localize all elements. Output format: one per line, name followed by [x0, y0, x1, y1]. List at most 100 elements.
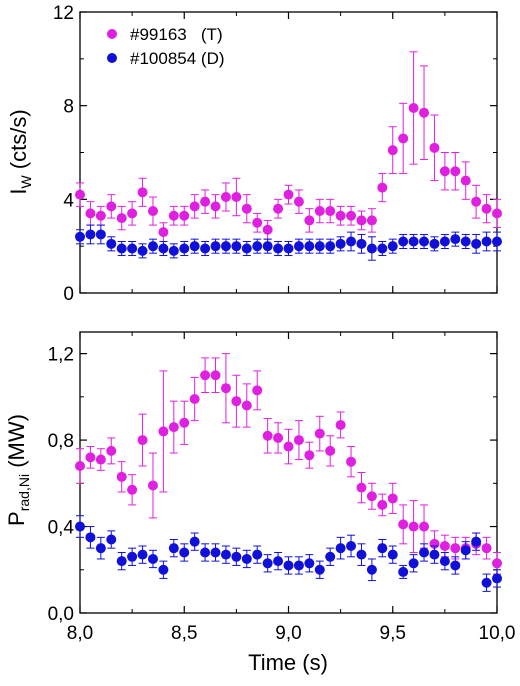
series-99163-point	[335, 419, 346, 430]
series-99163-point	[147, 206, 158, 217]
series-100854-point	[387, 241, 398, 252]
series-100854-point	[106, 534, 117, 545]
y-axis-label-bottom: Prad,Ni (MW)	[4, 414, 32, 526]
series-99163-point	[439, 540, 450, 551]
series-99163-point	[147, 480, 158, 491]
x-tick-label: 10,0	[479, 623, 516, 644]
y-tick-label: 1,2	[48, 345, 74, 366]
series-99163-point	[158, 227, 169, 238]
series-100854-point	[200, 243, 211, 254]
series-99163-point	[471, 196, 482, 207]
series-100854-point	[85, 532, 96, 543]
series-100854-point	[460, 545, 471, 556]
panel-top: 0 4 8 12 IW (cts/s) #99163 (T) #100854 (D)	[6, 3, 502, 305]
series-100854-point	[450, 560, 461, 571]
series-100854-point	[346, 236, 357, 247]
x-axis-label: Time (s)	[248, 650, 328, 675]
series-100854-point	[429, 238, 440, 249]
legend-label-d: #100854 (D)	[130, 49, 225, 68]
series-99163-point	[168, 210, 179, 221]
series-100854-point	[252, 241, 263, 252]
series-100854-point	[471, 238, 482, 249]
series-100854-point	[85, 229, 96, 240]
series-99163-point	[387, 493, 398, 504]
series-99163-point	[127, 208, 138, 219]
series-99163-point	[75, 189, 85, 200]
series-100854-point	[460, 236, 471, 247]
series-100854-point	[273, 556, 284, 567]
series-99163-point	[460, 175, 471, 186]
series-99163-point	[356, 482, 367, 493]
y-tick-label: 8	[63, 97, 74, 118]
series-99163-point	[273, 432, 284, 443]
series-100854-point	[481, 577, 492, 588]
series-100854-point	[262, 558, 273, 569]
series-99163-point	[75, 461, 85, 472]
x-tick-label: 8,5	[171, 623, 197, 644]
series-100854-point	[335, 238, 346, 249]
series-99163-point	[492, 208, 502, 219]
series-99163-point	[325, 206, 336, 217]
series-99163-point	[220, 191, 231, 202]
x-tick-label: 9,5	[380, 623, 406, 644]
series-99163-point	[262, 224, 273, 235]
series-100854-point	[75, 231, 85, 242]
y-tick-label: 0,0	[48, 604, 74, 625]
series-100854-point	[471, 536, 482, 547]
series-99163-point	[200, 196, 211, 207]
series-99163-point	[314, 428, 325, 439]
series-100854-point	[398, 236, 409, 247]
series-100854-point	[147, 241, 158, 252]
series-99163-point	[304, 215, 315, 226]
series-100854-point	[439, 556, 450, 567]
series-100854-point	[346, 540, 357, 551]
series-99163-point	[179, 417, 190, 428]
legend-label-t: #99163 (T)	[130, 25, 223, 44]
series-99163-point	[356, 215, 367, 226]
y-tick-label: 4	[63, 190, 74, 211]
series-99163-point	[481, 543, 492, 554]
series-99163-point	[387, 145, 398, 156]
series-99163-point	[377, 499, 388, 510]
series-100854-point	[283, 560, 294, 571]
series-99163-point	[335, 210, 346, 221]
series-100854-point	[273, 243, 284, 254]
series-99163-point	[241, 203, 252, 214]
y-tick-label: 0	[63, 284, 74, 305]
series-99163-point	[398, 133, 409, 144]
series-99163-point	[377, 182, 388, 193]
series-99163-point	[116, 471, 127, 482]
marks-bottom	[75, 353, 502, 592]
y-axis-label-top: IW (cts/s)	[6, 109, 34, 194]
series-100854-point	[408, 558, 419, 569]
x-tick-label: 9,0	[275, 623, 301, 644]
series-99163-point	[262, 430, 273, 441]
series-99163-point	[85, 452, 96, 463]
series-100854-point	[147, 553, 158, 564]
series-99163-point	[346, 456, 357, 467]
series-99163-point	[419, 107, 430, 118]
series-100854-point	[492, 573, 502, 584]
series-99163-point	[252, 385, 263, 396]
series-99163-point	[189, 201, 200, 212]
y-tick-label: 0,4	[48, 518, 75, 539]
series-100854-point	[158, 564, 169, 575]
series-100854-point	[189, 241, 200, 252]
series-99163-point	[398, 519, 409, 530]
series-100854-point	[137, 245, 148, 256]
series-100854-point	[210, 547, 221, 558]
series-100854-point	[231, 241, 242, 252]
series-100854-point	[283, 243, 294, 254]
series-99163-point	[481, 203, 492, 214]
series-99163-point	[200, 370, 211, 381]
series-100854-point	[366, 243, 377, 254]
series-99163-point	[127, 484, 138, 495]
series-100854-point	[314, 241, 325, 252]
series-100854-point	[200, 547, 211, 558]
series-100854-point	[419, 547, 430, 558]
series-100854-point	[262, 241, 273, 252]
series-99163-point	[231, 191, 242, 202]
series-99163-point	[304, 450, 315, 461]
series-99163-point	[106, 445, 117, 456]
